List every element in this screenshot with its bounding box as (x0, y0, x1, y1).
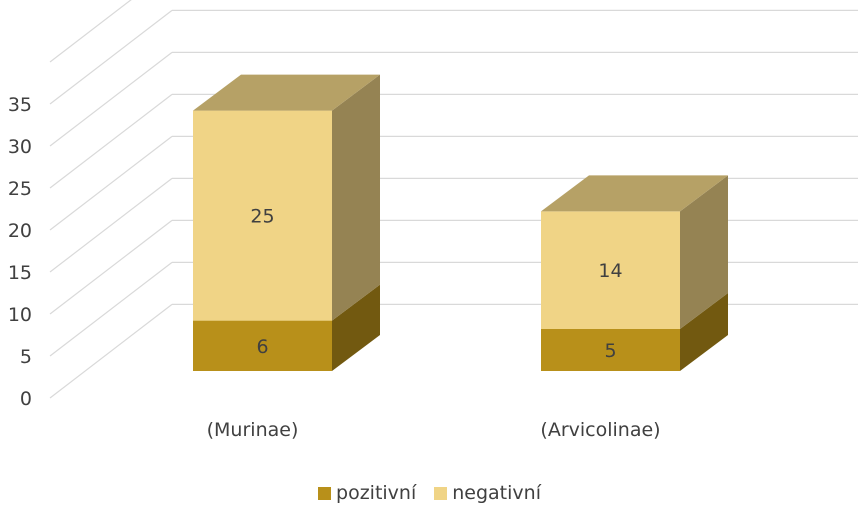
y-tick-label: 20 (8, 220, 32, 242)
gridline-diagonal (49, 9, 173, 105)
bars: 6 25 5 14 (193, 74, 728, 371)
legend-label-positive: pozitivní (336, 482, 417, 504)
y-tick-label: 35 (8, 94, 32, 116)
bar-negative (193, 110, 332, 321)
gridline-diagonal (49, 177, 173, 273)
bar-positive (541, 329, 680, 371)
legend-item-positive: pozitivní (318, 482, 416, 504)
legend: pozitivní negativní (0, 482, 859, 504)
gridline-diagonal (49, 93, 173, 189)
gridline-diagonal (49, 0, 132, 63)
y-tick-label: 0 (20, 388, 32, 410)
bar-side-positive (680, 293, 728, 371)
bar-side-positive (332, 284, 380, 371)
y-tick-label: 25 (8, 178, 32, 200)
bar-side-negative (680, 175, 728, 329)
legend-item-negative: negativní (434, 482, 541, 504)
legend-swatch-negative (434, 486, 448, 500)
x-axis-labels: (Murinae) (Arvicolinae) (207, 419, 661, 441)
bar-positive (193, 320, 332, 371)
x-axis-label: (Arvicolinae) (540, 419, 660, 441)
y-tick-label: 5 (20, 346, 32, 368)
y-tick-label: 10 (8, 304, 32, 326)
gridline-diagonal (49, 135, 173, 231)
y-axis-ticks: 0 5 10 15 20 25 30 35 (8, 94, 32, 410)
y-tick-label: 15 (8, 262, 32, 284)
data-label: 6 (256, 336, 268, 358)
data-label: 14 (598, 260, 622, 282)
data-label: 5 (604, 340, 616, 362)
bar-side-negative (332, 74, 380, 321)
grid-lines (49, 0, 858, 399)
y-tick-label: 30 (8, 136, 32, 158)
bar-top-negative (193, 74, 380, 111)
gridline-diagonal (49, 219, 173, 315)
gridline-diagonal (49, 303, 173, 399)
legend-swatch-positive (318, 486, 332, 500)
legend-label-negative: negativní (452, 482, 541, 504)
data-label: 25 (250, 206, 274, 228)
bar-negative (541, 211, 680, 329)
x-axis-label: (Murinae) (207, 419, 299, 441)
gridline-diagonal (49, 261, 173, 357)
bar-top-negative (541, 175, 728, 212)
gridline-diagonal (49, 51, 173, 147)
